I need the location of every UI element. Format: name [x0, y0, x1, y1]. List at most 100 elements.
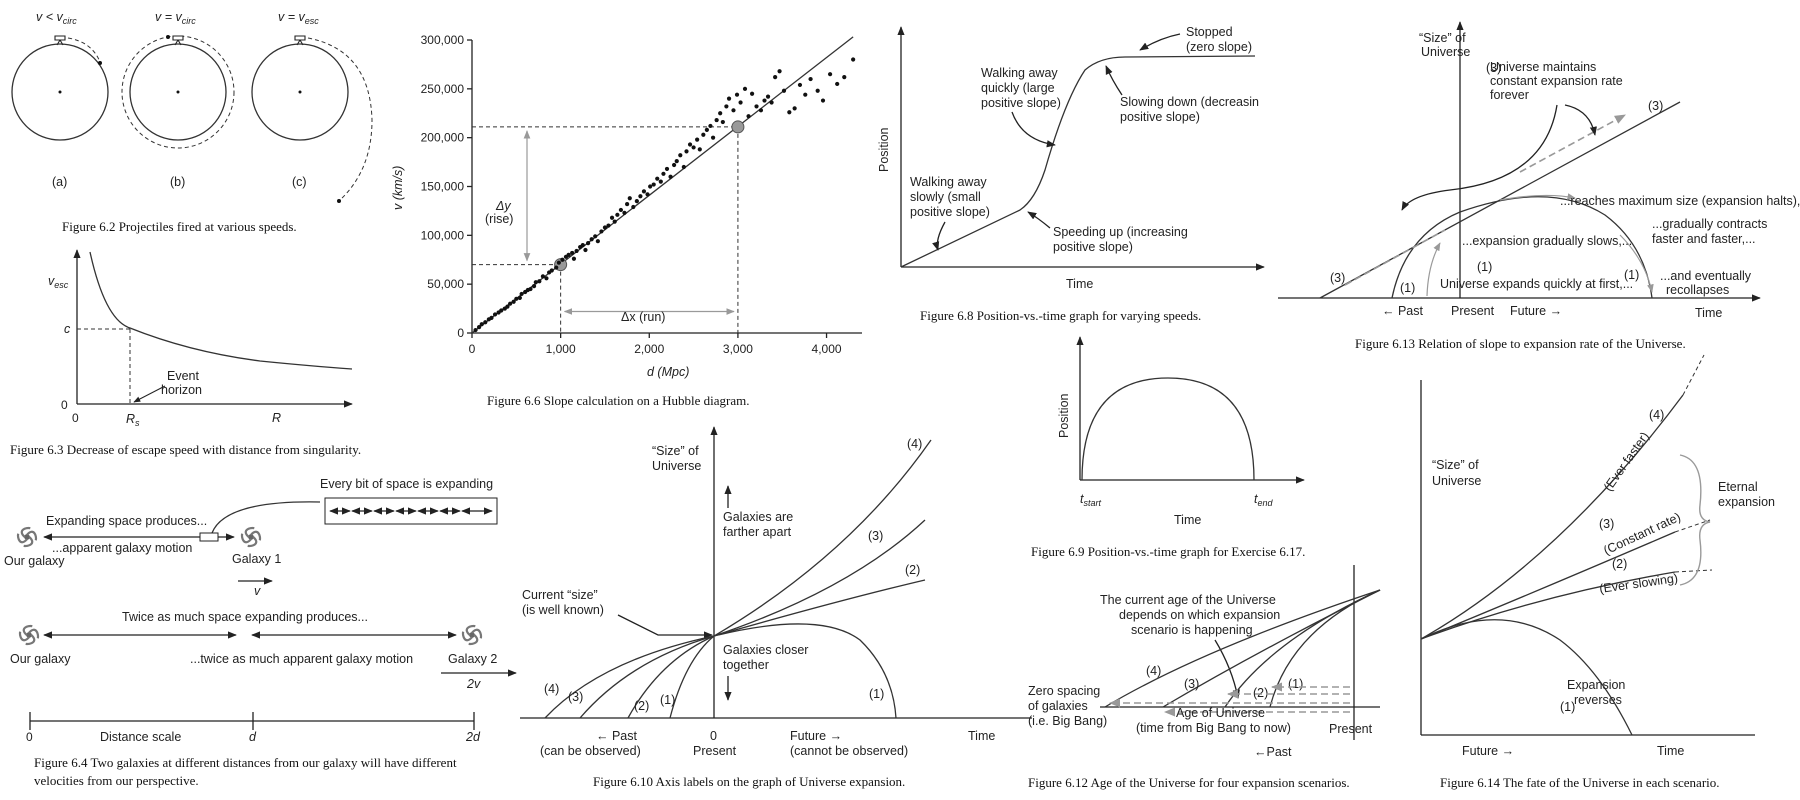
data-point — [533, 280, 538, 285]
data-point — [714, 117, 719, 123]
data-point — [777, 69, 782, 74]
slow-label-1: Walking away — [910, 175, 987, 189]
data-point — [627, 196, 632, 201]
figure-6-12: The current age of the Universe depends … — [1028, 565, 1381, 790]
curve-2-label: (2) — [1612, 557, 1627, 571]
curve-2-label: (2) — [905, 563, 920, 577]
data-point — [531, 284, 537, 289]
stopped-label: Stopped — [1186, 25, 1233, 39]
data-point — [599, 229, 604, 234]
data-point — [479, 322, 484, 327]
current-size-pointer — [617, 614, 713, 639]
data-point — [758, 108, 764, 113]
time-label: Time — [1657, 744, 1684, 758]
planet-b — [129, 43, 227, 141]
present-label: Present — [1451, 304, 1495, 318]
curve-4-past-label: (4) — [544, 682, 559, 696]
data-point — [842, 75, 847, 80]
galaxy2-label: Galaxy 2 — [448, 652, 497, 666]
figure-6-6-hubble-diagram: 0 1,000 2,000 3,000 4,000 0 50,000 100,000 150,0… — [391, 33, 862, 408]
data-point — [697, 147, 702, 152]
data-point — [738, 100, 743, 105]
scale-label: Distance scale — [100, 730, 181, 744]
age-label-1: Age of Universe — [1176, 706, 1265, 720]
our-galaxy-icon — [16, 526, 38, 548]
cannon-icon — [172, 35, 184, 46]
data-point — [556, 260, 561, 265]
data-point — [668, 174, 673, 179]
ever-faster-label: (Ever faster) — [1601, 429, 1652, 493]
y-axis-label-2: Universe — [1421, 45, 1470, 59]
projectile-c — [337, 199, 341, 203]
data-point — [726, 96, 732, 101]
tend-label: tend — [1254, 492, 1273, 508]
slow-label-3: positive slope) — [910, 205, 990, 219]
data-point — [742, 86, 748, 91]
zero-spacing-label-1: Zero spacing — [1028, 684, 1100, 698]
planet-center-c — [298, 90, 302, 94]
position-curve — [900, 55, 1256, 268]
y-axis-label-1: “Size” of — [1432, 458, 1479, 472]
curve-1-label: (1) — [869, 687, 884, 701]
curve-1-label-left: (1) — [1400, 281, 1415, 295]
cannon-icon — [54, 35, 66, 46]
curve-2-future — [713, 579, 926, 637]
data-point — [718, 111, 723, 116]
note-pointer — [1214, 639, 1240, 699]
y-tick-label: 150,000 — [421, 180, 465, 194]
every-bit-label: Every bit of space is expanding — [320, 477, 493, 491]
planet-c — [251, 43, 349, 141]
data-point — [754, 104, 759, 109]
figure-6-3: vesc c 0 0 Rs R Event horizon Figure 6.3… — [10, 249, 361, 457]
x-tick-label: 0 — [469, 342, 476, 356]
figure-6-8: Position Time Stopped (zero slope) Walki… — [877, 25, 1265, 323]
slowdown-label-2: positive slope) — [1120, 110, 1200, 124]
data-point — [615, 212, 620, 217]
panel-b: v = vcirc (b) — [121, 10, 235, 189]
recollapse-label-2: recollapses — [1666, 283, 1729, 297]
x-tick-label: 1,000 — [546, 342, 576, 356]
caption-6-6: Figure 6.6 Slope calculation on a Hubble… — [487, 393, 749, 408]
curve-1-past-label: (1) — [660, 693, 675, 707]
data-point — [511, 299, 516, 304]
twice-produces-label: Twice as much space expanding produces..… — [122, 610, 368, 624]
space-sample-box — [199, 532, 219, 542]
data-point — [655, 176, 660, 181]
recollapse-curve — [1391, 196, 1653, 299]
y-axis-label: Position — [877, 127, 891, 172]
panel-letter-c: (c) — [292, 175, 307, 189]
quick-label-2: quickly (large — [981, 81, 1055, 95]
data-point — [609, 215, 615, 220]
scenario-2-label: (2) — [1253, 686, 1268, 700]
delta-x-label: Δx (run) — [621, 310, 665, 324]
data-point — [618, 207, 624, 213]
data-point — [808, 76, 813, 82]
present-label: Present — [1329, 722, 1373, 736]
past-label: ← Past — [596, 729, 638, 743]
data-point — [583, 247, 588, 253]
y-axis-label-2: Universe — [652, 459, 701, 473]
curve-4 — [1420, 394, 1684, 640]
planet-a — [11, 43, 109, 141]
data-point — [787, 110, 792, 115]
event-horizon-pointer — [133, 385, 166, 403]
figure-6-2: v < vcirc (a) v = vcirc (b) v = vesc (c) — [11, 10, 373, 234]
data-point — [835, 81, 840, 87]
data-point — [612, 219, 617, 224]
trajectory-a — [67, 37, 101, 63]
note-line-1: The current age of the Universe — [1100, 593, 1276, 607]
quickly-label: Universe expands quickly at first,... — [1440, 277, 1633, 291]
r-label: R — [272, 411, 281, 425]
caption-6-4-line2: velocities from our perspective. — [34, 773, 199, 788]
curve-3-label-right: (3) — [1648, 99, 1663, 113]
data-point — [674, 159, 679, 164]
our-galaxy2-icon — [18, 624, 40, 646]
data-point — [586, 241, 591, 246]
curve-1 — [1420, 619, 1633, 736]
caption-6-12: Figure 6.12 Age of the Universe for four… — [1028, 775, 1350, 790]
slope-guide-4 — [1499, 193, 1576, 201]
data-point — [492, 312, 498, 317]
hubble-slope-guides — [472, 120, 745, 333]
scenario-1 — [1269, 589, 1381, 708]
data-point — [589, 237, 594, 242]
